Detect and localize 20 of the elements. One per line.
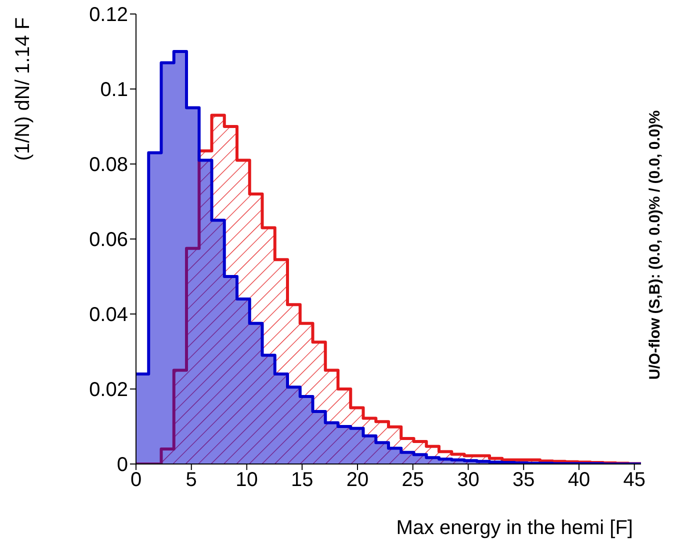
y-tick-label: 0.04 <box>89 304 128 326</box>
x-tick-label: 20 <box>346 469 369 492</box>
x-tick-label: 25 <box>402 469 424 492</box>
y-tick-label: 0.1 <box>100 79 128 102</box>
x-tick-label: 45 <box>623 469 646 492</box>
y-tick-label: 0.12 <box>89 4 128 26</box>
y-tick-label: 0.06 <box>89 229 128 252</box>
y-tick-label: 0 <box>116 454 128 476</box>
x-tick-label: 35 <box>512 469 535 492</box>
y-axis-title: (1/N) dN/ 1.14 F <box>12 17 34 161</box>
x-tick-label: 15 <box>290 469 314 492</box>
x-tick-label: 30 <box>457 469 480 492</box>
x-tick-label: 10 <box>236 469 258 492</box>
text: U/O-flow (S,B): (0.0, 0.0)% / (0.0, 0.0)% <box>646 110 664 380</box>
x-axis-title: Max energy in the hemi [F] <box>396 517 633 539</box>
x-tick-label: 40 <box>568 469 590 492</box>
x-tick-label: 5 <box>186 469 197 492</box>
x-tick-label: 0 <box>130 469 142 492</box>
y-tick-label: 0.08 <box>89 154 128 176</box>
y-tick-label: 0.02 <box>89 379 128 402</box>
